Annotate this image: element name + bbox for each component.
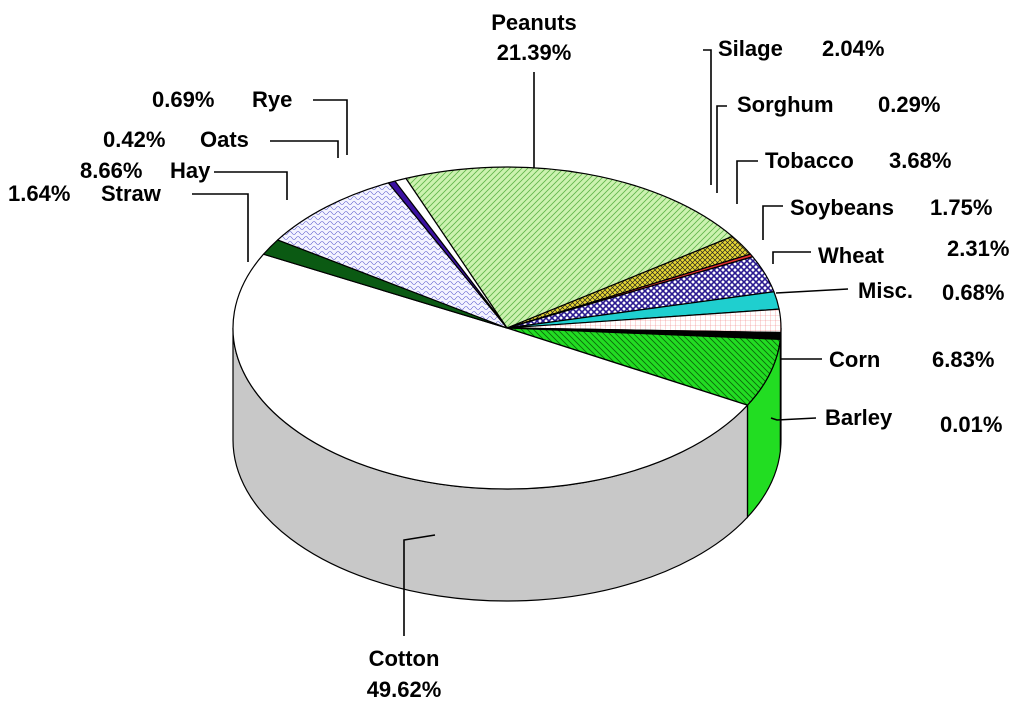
slice-cotton xyxy=(232,253,749,490)
label-corn-name: Corn xyxy=(829,347,880,372)
slice-corn xyxy=(506,327,781,406)
label-hay-pct: 8.66% xyxy=(80,158,142,183)
slice-hay xyxy=(277,182,508,329)
slice-rye xyxy=(394,177,508,329)
label-rye-name: Rye xyxy=(252,87,292,112)
label-peanuts-name: Peanuts xyxy=(491,10,577,35)
label-barley-pct: 0.01% xyxy=(940,412,1002,437)
leader-wheat xyxy=(772,251,811,264)
label-wheat-pct: 2.31% xyxy=(947,236,1009,261)
label-soybeans-name: Soybeans xyxy=(790,195,894,220)
label-peanuts-pct: 21.39% xyxy=(497,40,572,65)
label-sorghum-pct: 0.29% xyxy=(878,92,940,117)
label-tobacco-name: Tobacco xyxy=(765,148,854,173)
leader-soybeans xyxy=(762,205,783,240)
label-straw-name: Straw xyxy=(101,181,162,206)
leader-cotton xyxy=(403,534,436,636)
label-rye-pct: 0.69% xyxy=(152,87,214,112)
label-hay-name: Hay xyxy=(170,158,211,183)
slice-peanuts xyxy=(405,166,733,329)
label-soybeans-pct: 1.75% xyxy=(930,195,992,220)
label-oats-pct: 0.42% xyxy=(103,127,165,152)
leader-straw xyxy=(192,193,249,262)
label-silage-pct: 2.04% xyxy=(822,36,884,61)
label-tobacco-pct: 3.68% xyxy=(889,148,951,173)
slice-labels: Peanuts 21.39% Silage 2.04% Sorghum 0.29… xyxy=(8,10,1009,702)
leader-silage xyxy=(703,49,712,185)
label-oats-name: Oats xyxy=(200,127,249,152)
label-silage-name: Silage xyxy=(718,36,783,61)
leader-oats xyxy=(270,140,339,158)
label-straw-pct: 1.64% xyxy=(8,181,70,206)
label-sorghum-name: Sorghum xyxy=(737,92,834,117)
pie-body xyxy=(232,166,782,602)
label-misc-name: Misc. xyxy=(858,278,913,303)
leader-barley xyxy=(770,417,817,421)
leader-tobacco xyxy=(736,160,758,204)
label-cotton-pct: 49.62% xyxy=(367,677,442,702)
label-cotton-name: Cotton xyxy=(369,646,440,671)
leader-sorghum xyxy=(716,105,727,193)
leader-misc xyxy=(775,288,849,294)
label-wheat-name: Wheat xyxy=(818,243,885,268)
label-barley-name: Barley xyxy=(825,405,893,430)
leader-hay xyxy=(214,171,288,200)
label-misc-pct: 0.68% xyxy=(942,280,1004,305)
leader-lines xyxy=(192,49,849,636)
label-corn-pct: 6.83% xyxy=(932,347,994,372)
leader-rye xyxy=(313,99,348,155)
